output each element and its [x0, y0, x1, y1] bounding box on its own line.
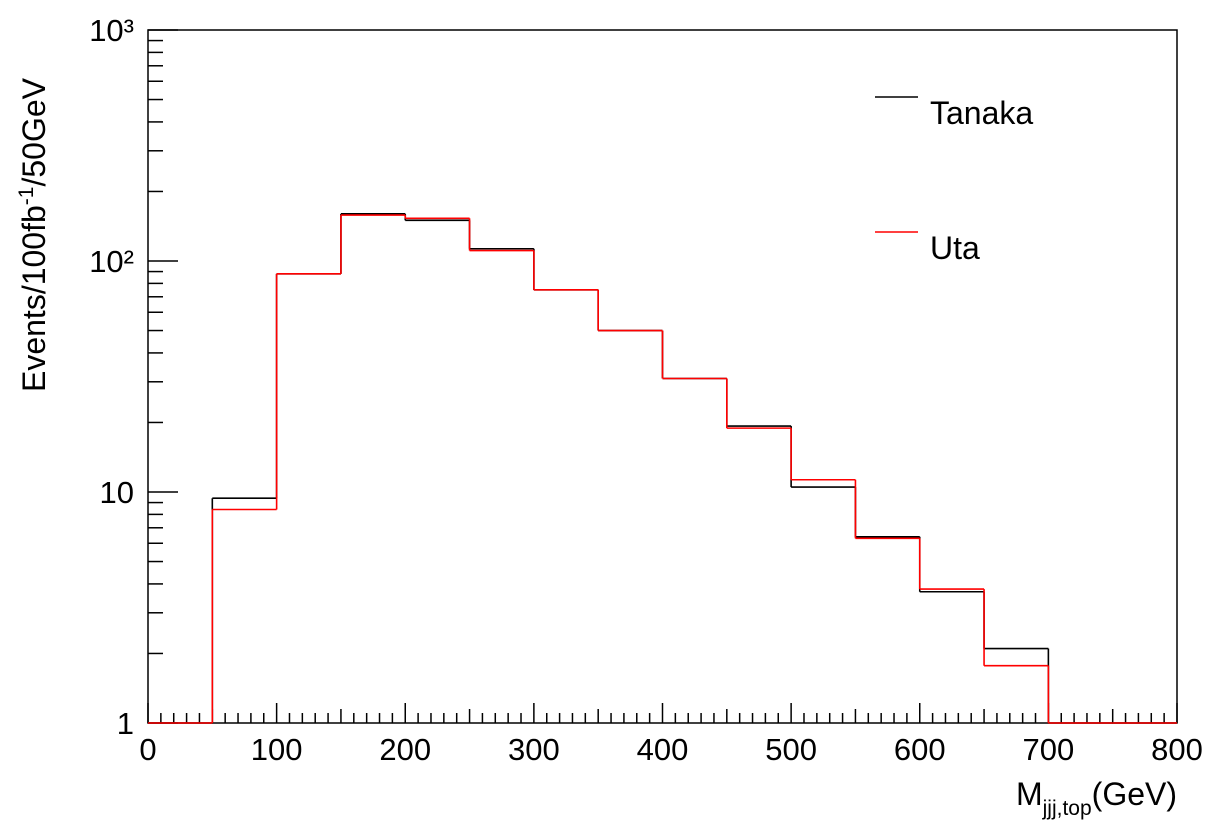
x-axis-label-unit: (GeV) — [1092, 776, 1177, 812]
x-tick-label: 0 — [139, 732, 156, 767]
y-axis-label-rest: /50GeV — [16, 77, 52, 186]
x-tick-label: 200 — [379, 732, 431, 767]
y-tick-label: 10³ — [89, 13, 134, 48]
x-tick-label: 700 — [1023, 732, 1075, 767]
legend-label: Uta — [930, 230, 980, 266]
y-axis-label: Events/100fb-1/50GeV — [15, 77, 52, 392]
y-axis-label-main: Events/100fb — [16, 205, 52, 392]
y-tick-label: 10 — [100, 475, 134, 510]
x-tick-label: 600 — [894, 732, 946, 767]
legend-label: Tanaka — [930, 95, 1033, 131]
x-axis-label-sub: jjj,top — [1042, 797, 1092, 820]
y-tick-label: 10² — [89, 244, 134, 279]
x-tick-label: 300 — [508, 732, 560, 767]
x-tick-label: 800 — [1151, 732, 1203, 767]
x-tick-label: 400 — [637, 732, 689, 767]
x-axis-label-main: M — [1016, 776, 1043, 812]
y-tick-label: 1 — [117, 706, 134, 741]
x-axis-label: Mjjj,top(GeV) — [1016, 776, 1177, 820]
y-axis-label-sup: -1 — [15, 187, 38, 206]
x-tick-label: 100 — [251, 732, 303, 767]
x-tick-label: 500 — [765, 732, 817, 767]
